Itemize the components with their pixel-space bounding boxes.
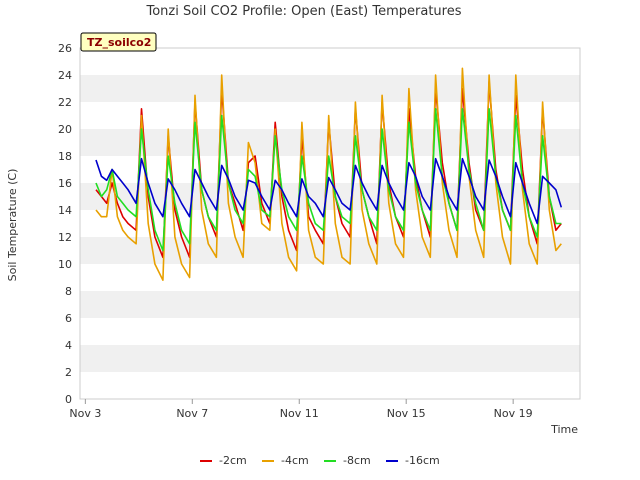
grid-band bbox=[80, 183, 580, 210]
series-badge-label: TZ_soilco2 bbox=[87, 36, 151, 49]
y-tick-label: 14 bbox=[58, 204, 72, 217]
y-tick-label: 22 bbox=[58, 96, 72, 109]
x-tick-label: Nov 11 bbox=[280, 407, 319, 420]
plot-frame bbox=[79, 47, 581, 400]
legend-label: -4cm bbox=[281, 454, 309, 467]
y-tick-label: 2 bbox=[65, 366, 72, 379]
y-tick-label: 20 bbox=[58, 123, 72, 136]
series-layer bbox=[95, 67, 563, 282]
x-tick-label: Nov 19 bbox=[494, 407, 533, 420]
grid-band bbox=[80, 75, 580, 102]
legend-label: -8cm bbox=[343, 454, 371, 467]
y-tick-label: 24 bbox=[58, 69, 72, 82]
y-tick-label: 18 bbox=[58, 150, 72, 163]
y-tick-label: 10 bbox=[58, 258, 72, 271]
grid-band bbox=[80, 318, 580, 345]
y-tick-label: 26 bbox=[58, 42, 72, 55]
x-axis-ticks: Nov 3 Nov 7 Nov 11 Nov 15 Nov 19 bbox=[69, 399, 533, 420]
series-badge-box bbox=[80, 32, 157, 52]
x-tick-label: Nov 7 bbox=[176, 407, 208, 420]
y-axis-label: Soil Temperature (C) bbox=[6, 169, 19, 282]
x-axis-label: Time bbox=[550, 423, 578, 436]
legend: -2cm -4cm -8cm -16cm bbox=[200, 454, 440, 467]
chart-title: Tonzi Soil CO2 Profile: Open (East) Temp… bbox=[145, 4, 461, 19]
y-tick-label: 0 bbox=[65, 393, 72, 406]
grid-band bbox=[80, 345, 580, 372]
series-badge: TZ_soilco2 bbox=[80, 32, 157, 52]
y-tick-label: 4 bbox=[65, 339, 72, 352]
y-tick-label: 6 bbox=[65, 312, 72, 325]
grid-band bbox=[80, 264, 580, 291]
series-line-minus-16cm bbox=[95, 157, 563, 225]
x-tick-label: Nov 3 bbox=[69, 407, 101, 420]
legend-label: -16cm bbox=[405, 454, 440, 467]
y-tick-label: 16 bbox=[58, 177, 72, 190]
y-tick-label: 12 bbox=[58, 231, 72, 244]
y-tick-label: 8 bbox=[65, 285, 72, 298]
grid-band bbox=[80, 48, 580, 75]
legend-label: -2cm bbox=[219, 454, 247, 467]
x-tick-label: Nov 15 bbox=[387, 407, 426, 420]
grid-band bbox=[80, 291, 580, 318]
grid-band bbox=[80, 372, 580, 399]
background-bands bbox=[80, 48, 580, 399]
